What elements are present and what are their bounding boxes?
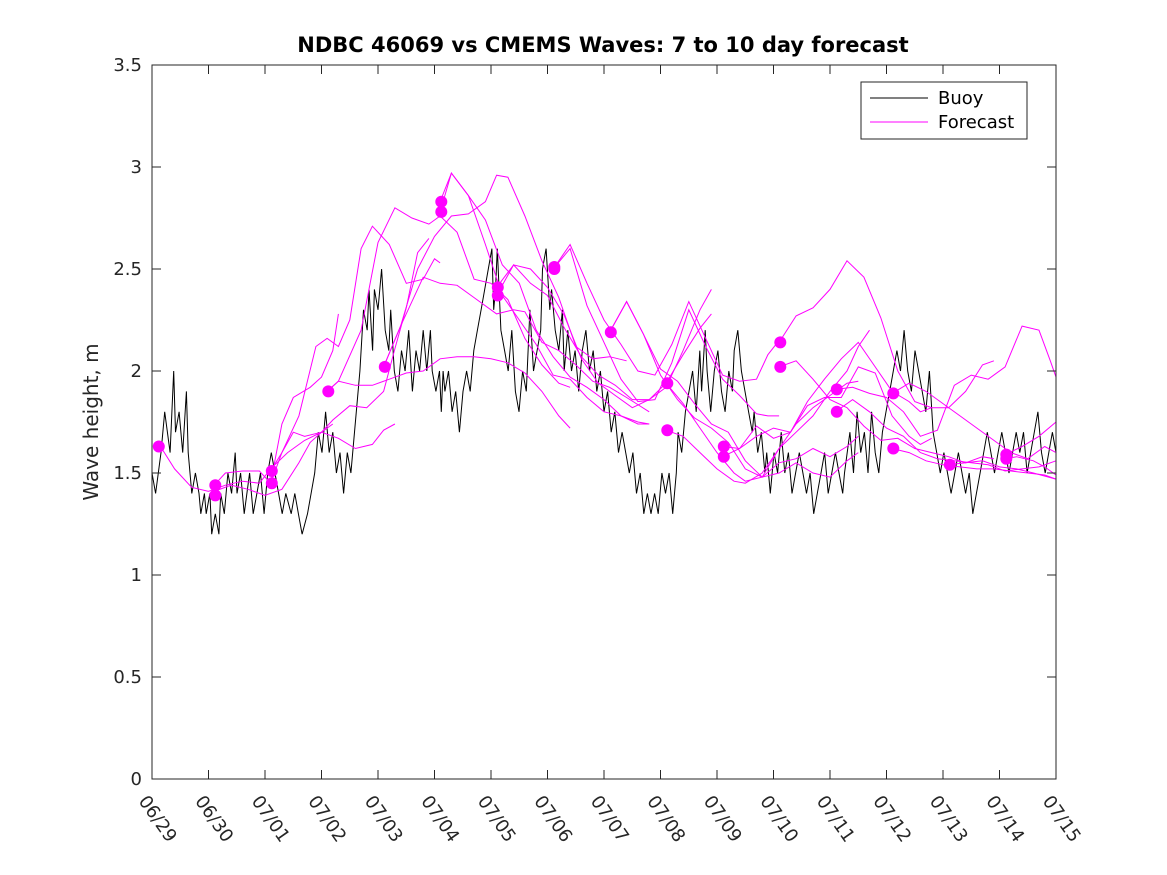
forecast-start-marker-5: [322, 385, 335, 398]
forecast-line-19: [722, 366, 932, 450]
forecast-start-marker-0: [152, 440, 165, 453]
y-tick-label: 1: [131, 565, 142, 586]
forecast-line-2: [214, 423, 396, 496]
forecast-start-marker-2: [209, 489, 222, 502]
forecast-line-17: [665, 329, 870, 482]
forecast-line-25: [891, 382, 1057, 460]
forecast-line-6: [326, 207, 571, 392]
forecast-series-layer: [160, 172, 1057, 496]
forecast-start-marker-10: [491, 289, 504, 302]
forecast-start-marker-4: [265, 477, 278, 490]
forecast-start-marker-16: [717, 440, 730, 453]
forecast-start-marker-14: [661, 377, 674, 390]
forecast-start-marker-12: [548, 263, 561, 275]
forecast-start-marker-7: [435, 195, 448, 208]
forecast-line-16: [609, 300, 859, 478]
forecast-line-10: [439, 172, 650, 425]
forecast-start-marker-23: [887, 442, 900, 455]
forecast-line-9: [439, 172, 650, 425]
forecast-start-marker-1: [209, 479, 222, 492]
forecast-start-marker-22: [887, 387, 900, 400]
forecast-start-marker-3: [265, 465, 278, 477]
forecast-line-20: [722, 341, 932, 458]
forecast-start-marker-26: [1000, 448, 1013, 461]
forecast-line-18: [665, 380, 859, 484]
forecast-line-11: [496, 264, 712, 409]
chart-title: NDBC 46069 vs CMEMS Waves: 7 to 10 day f…: [297, 33, 908, 57]
forecast-line-4: [270, 225, 441, 484]
y-tick-label: 2: [131, 361, 142, 382]
forecast-line-23: [835, 325, 1057, 437]
forecast-start-marker-17: [717, 450, 730, 463]
y-tick-label: 0: [131, 769, 142, 790]
forecast-start-marker-20: [830, 383, 843, 396]
forecast-marker-layer: [152, 195, 1013, 502]
legend-buoy-label: Buoy: [938, 88, 984, 109]
forecast-line-8: [383, 276, 650, 413]
forecast-line-5: [326, 356, 571, 429]
forecast-line-1: [213, 313, 339, 486]
y-tick-label: 1.5: [113, 463, 142, 484]
forecast-line-26: [891, 448, 1057, 480]
forecast-start-marker-24: [943, 458, 956, 471]
forecast-line-29: [1004, 421, 1057, 456]
forecast-start-marker-8: [435, 205, 448, 218]
forecast-start-marker-6: [378, 360, 391, 373]
y-axis-ticks: 0 0.5 1 1.5 2 2.5 3 3.5: [113, 55, 1056, 790]
axes-background: [152, 65, 1056, 779]
y-tick-label: 2.5: [113, 259, 142, 280]
forecast-line-27: [948, 460, 1057, 480]
legend-box: [860, 81, 1028, 140]
forecast-line-12: [496, 264, 712, 401]
forecast-line-14: [552, 247, 780, 417]
forecast-line-13: [552, 243, 780, 382]
y-axis-label: Wave height, m: [79, 343, 103, 500]
legend: Buoy Forecast: [860, 81, 1028, 140]
forecast-start-marker-15: [661, 424, 674, 437]
forecast-start-marker-13: [604, 326, 617, 339]
legend-forecast-label: Forecast: [938, 112, 1014, 133]
y-tick-label: 0.5: [113, 667, 142, 688]
forecast-line-0: [160, 423, 334, 492]
forecast-line-28: [1005, 456, 1057, 476]
plot-area: 00.511.522.533.5 06/29 06/30 07/01 07/02 07/…: [113, 55, 1085, 846]
forecast-start-marker-21: [830, 405, 843, 418]
forecast-line-7: [383, 174, 627, 368]
forecast-line-15: [609, 300, 859, 478]
forecast-start-marker-19: [774, 360, 787, 373]
forecast-start-marker-18: [774, 336, 787, 349]
y-tick-label: 3: [131, 157, 142, 178]
y-tick-label: 3.5: [113, 55, 142, 76]
forecast-line-21: [778, 260, 995, 409]
